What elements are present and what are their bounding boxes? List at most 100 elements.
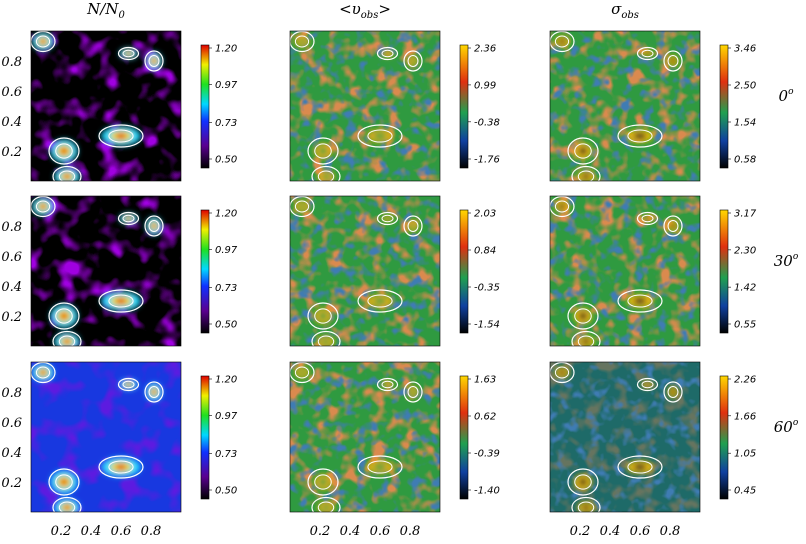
blob <box>126 217 131 220</box>
y-tick-label: 0.6 <box>1 85 22 100</box>
contour <box>314 474 332 490</box>
contour <box>367 129 393 143</box>
blob <box>321 173 331 180</box>
contour <box>108 294 134 308</box>
contour <box>317 501 335 512</box>
y-tick-label: 0.8 <box>1 220 22 235</box>
map-panel <box>31 31 181 181</box>
contour <box>117 377 140 392</box>
colorbar-label: 2.36 <box>474 44 496 55</box>
colorbar-label: 1.20 <box>215 209 237 220</box>
contour <box>290 196 315 218</box>
contour <box>148 220 160 232</box>
contour <box>98 124 144 148</box>
blob <box>126 52 131 55</box>
contour <box>667 55 679 67</box>
contour <box>98 455 144 479</box>
contour <box>636 211 659 226</box>
contour <box>108 460 134 474</box>
y-tick-label: 0.2 <box>1 476 22 491</box>
blob <box>298 369 306 376</box>
colorbar-label: 2.26 <box>734 375 756 386</box>
panel-frame <box>289 361 441 513</box>
panel-frame <box>30 30 182 182</box>
colorbar <box>200 209 210 334</box>
blobs <box>294 35 419 181</box>
map-noise <box>550 196 700 346</box>
blob <box>126 383 131 386</box>
x-tick-label: 0.6 <box>370 524 391 539</box>
blob <box>410 58 416 64</box>
x-tick-label: 0.6 <box>111 524 132 539</box>
blob <box>318 312 328 320</box>
map-panel <box>31 196 181 346</box>
blob <box>578 312 588 320</box>
contour <box>148 386 160 398</box>
colorbar-label: 0.97 <box>215 80 238 91</box>
colorbar-label: 2.30 <box>734 245 756 256</box>
panel-frame <box>289 195 441 347</box>
contour <box>144 215 164 237</box>
row-label: 0o <box>779 87 795 105</box>
y-tick-label: 0.6 <box>1 250 22 265</box>
contour <box>122 49 135 58</box>
blob <box>298 38 306 45</box>
map-panel <box>550 362 700 512</box>
blob <box>558 38 566 45</box>
map-panel <box>550 31 700 181</box>
contour <box>577 501 595 512</box>
title-sub: 0 <box>118 10 125 21</box>
contour <box>663 215 683 237</box>
map-noise <box>290 362 440 512</box>
colorbar-label: 0.97 <box>215 411 238 422</box>
y-tick-label: 0.2 <box>1 145 22 160</box>
y-tick-label: 0.4 <box>1 115 22 130</box>
colorbar-label: 0.55 <box>734 320 756 331</box>
y-tick-label: 0.4 <box>1 446 22 461</box>
contour <box>117 211 140 226</box>
contour <box>376 377 399 392</box>
contour <box>574 474 592 490</box>
column-title: N/N0 <box>86 0 125 21</box>
contour <box>641 49 654 58</box>
blob <box>384 51 391 56</box>
colorbar-label: -0.38 <box>474 117 500 128</box>
contour <box>122 380 135 389</box>
x-tick-label: 0.8 <box>141 524 162 539</box>
colorbar-label: 1.42 <box>734 283 756 294</box>
column-title: <υobs> <box>339 0 391 21</box>
x-tick-label: 0.4 <box>81 524 102 539</box>
contour <box>663 381 683 403</box>
panel-frame <box>30 195 182 347</box>
blob <box>63 505 71 510</box>
contour <box>403 381 423 403</box>
blob <box>40 204 46 209</box>
title-sub: obs <box>621 10 639 21</box>
contour <box>317 335 335 346</box>
contour <box>35 35 51 48</box>
contour <box>574 143 592 159</box>
row-label: 60o <box>774 418 799 436</box>
contour <box>641 214 654 223</box>
blob <box>318 147 328 155</box>
blob <box>321 504 331 511</box>
colorbar-label: 1.66 <box>734 411 756 422</box>
contour <box>567 468 599 496</box>
colorbar <box>719 209 729 334</box>
contour <box>55 474 73 490</box>
blob <box>321 338 331 345</box>
contour <box>357 455 403 479</box>
contour <box>31 31 56 53</box>
contour <box>636 46 659 61</box>
contour <box>667 220 679 232</box>
contour <box>627 129 653 143</box>
blob <box>670 58 676 64</box>
contour <box>144 381 164 403</box>
contour <box>48 137 80 165</box>
x-tick-label: 0.2 <box>51 524 72 539</box>
contour <box>58 170 76 181</box>
colorbar <box>200 375 210 500</box>
row-label: 30o <box>774 252 799 270</box>
colorbar <box>459 44 469 169</box>
blobs <box>294 366 419 512</box>
